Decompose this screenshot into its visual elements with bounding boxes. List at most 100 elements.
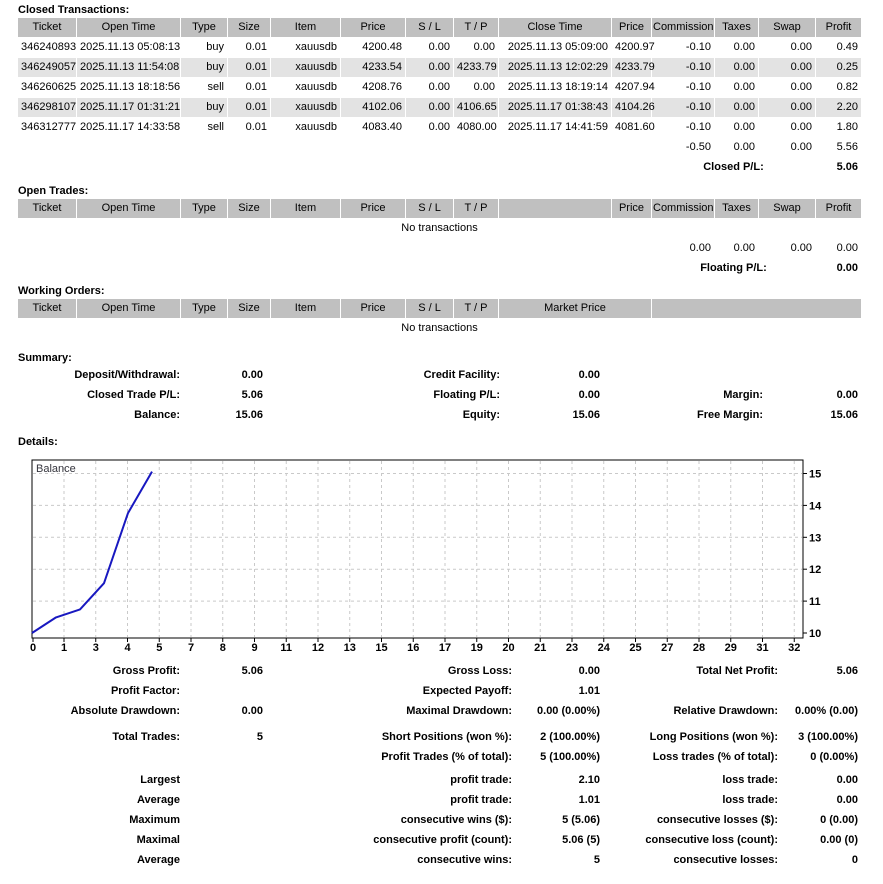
stat-label: Expected Payoff: bbox=[422, 685, 512, 697]
stat-value: 5 (100.00%) bbox=[540, 751, 600, 763]
summary-title: Summary: bbox=[18, 352, 72, 364]
table-cell: -0.10 bbox=[652, 78, 714, 97]
x-tick-label: 16 bbox=[407, 642, 419, 654]
table-cell: 2025.11.17 14:33:58 bbox=[77, 118, 180, 137]
stat-value: 1.01 bbox=[578, 794, 600, 806]
table-cell: 4083.40 bbox=[341, 118, 405, 137]
stat-value: 0.00 bbox=[578, 665, 600, 677]
y-tick-label: 11 bbox=[809, 596, 821, 608]
stat-label: Short Positions (won %): bbox=[381, 731, 512, 743]
table-cell: 0.82 bbox=[816, 78, 861, 97]
stat-label: Free Margin: bbox=[696, 409, 763, 421]
table-row: Maximal consecutive profit (count): 5.06 (… bbox=[18, 830, 858, 850]
chart-legend-label: Balance bbox=[36, 463, 76, 475]
stat-value bbox=[180, 830, 263, 850]
table-cell: 4207.94 bbox=[612, 78, 655, 97]
table-cell: 2025.11.13 05:09:00 bbox=[499, 38, 611, 57]
stat-label: consecutive profit (count): bbox=[373, 834, 512, 846]
table-row: 346249057 2025.11.13 11:54:08 buy 0.01 xauus… bbox=[18, 58, 861, 77]
table-header-cell: T / P bbox=[454, 299, 498, 318]
table-cell: xauusdb bbox=[271, 38, 340, 57]
table-cell: 0.00 bbox=[715, 78, 758, 97]
x-tick-label: 29 bbox=[725, 642, 737, 654]
x-tick-label: 31 bbox=[756, 642, 768, 654]
x-tick-label: 25 bbox=[629, 642, 641, 654]
details-stats-table-2: Total Trades: 5 Short Positions (won %): 2 … bbox=[18, 727, 858, 767]
details-stats-table-1: Gross Profit: 5.06 Gross Loss: 0.00 Total Ne… bbox=[18, 661, 858, 721]
table-cell: 2025.11.17 01:31:21 bbox=[77, 98, 180, 117]
table-header-cell: Commission bbox=[652, 18, 714, 37]
table-header-cell: Open Time bbox=[77, 299, 180, 318]
stat-label bbox=[18, 747, 180, 767]
x-tick-label: 17 bbox=[439, 642, 451, 654]
totals-cell: 0.00 bbox=[715, 239, 758, 258]
totals-cell: -0.50 bbox=[652, 138, 714, 157]
stat-value: 0 (0.00) bbox=[820, 814, 858, 826]
table-row: 346312777 2025.11.17 14:33:58 sell 0.01 xauu… bbox=[18, 118, 861, 137]
no-transactions-text: No transactions bbox=[18, 319, 861, 338]
table-header-cell: T / P bbox=[454, 18, 498, 37]
no-transactions-text: No transactions bbox=[18, 219, 861, 238]
table-row: 0.00 0.00 0.00 0.00 bbox=[18, 239, 861, 258]
table-header-cell: S / L bbox=[406, 299, 453, 318]
table-row: Balance: 15.06 Equity: 15.06 Free Margin: 15.… bbox=[18, 405, 858, 425]
table-cell: 346240893 bbox=[18, 38, 76, 57]
table-cell: 0.00 bbox=[759, 38, 815, 57]
table-cell: 0.00 bbox=[715, 38, 758, 57]
table-cell: 4102.06 bbox=[341, 98, 405, 117]
stat-label: Average bbox=[136, 854, 180, 866]
table-row: Average profit trade: 1.01 loss trade: 0.00 bbox=[18, 790, 858, 810]
y-tick-label: 14 bbox=[809, 500, 822, 512]
stat-value: 15.06 bbox=[572, 409, 600, 421]
table-header-cell: Ticket bbox=[18, 18, 76, 37]
table-header-cell: Close Time bbox=[499, 18, 611, 37]
stat-label: Profit Factor: bbox=[110, 685, 180, 697]
stat-label: consecutive wins: bbox=[417, 854, 512, 866]
stat-label: loss trade: bbox=[722, 774, 778, 786]
table-cell: 0.01 bbox=[228, 38, 270, 57]
table-header-cell: Profit bbox=[816, 18, 861, 37]
table-cell: 4106.65 bbox=[454, 98, 498, 117]
totals-cell: 0.00 bbox=[652, 239, 714, 258]
table-cell: xauusdb bbox=[271, 118, 340, 137]
table-header-cell: Market Price bbox=[499, 299, 651, 318]
table-cell: 0.49 bbox=[816, 38, 861, 57]
x-tick-label: 0 bbox=[30, 642, 36, 654]
floating-pl-value: 0.00 bbox=[816, 259, 861, 278]
table-header-cell bbox=[652, 299, 861, 318]
balance-chart-container: 10 11 12 13 14 15 0 1 3 4 5 7 8 9 11 12 13 15 16 17 19 20 21 23… bbox=[0, 455, 883, 655]
stat-label: Margin: bbox=[723, 389, 763, 401]
table-header-cell: Price bbox=[612, 199, 651, 218]
table-cell: 4080.00 bbox=[454, 118, 498, 137]
stat-label: Absolute Drawdown: bbox=[70, 705, 180, 717]
details-title: Details: bbox=[18, 436, 58, 448]
table-cell: xauusdb bbox=[271, 98, 340, 117]
open-trades-title: Open Trades: bbox=[18, 185, 89, 197]
table-header-cell: Type bbox=[181, 199, 227, 218]
table-row: Average consecutive wins: 5 consecutive los… bbox=[18, 850, 858, 870]
table-row: Total Trades: 5 Short Positions (won %): 2 … bbox=[18, 727, 858, 747]
stat-label: Balance: bbox=[134, 409, 180, 421]
stat-value bbox=[763, 365, 858, 385]
table-header-cell: Swap bbox=[759, 199, 815, 218]
stat-value: 0.00 bbox=[836, 774, 858, 786]
table-row: Floating P/L: 0.00 bbox=[18, 259, 861, 278]
table-cell: 4233.79 bbox=[612, 58, 655, 77]
table-cell bbox=[18, 239, 651, 258]
stat-value: 15.06 bbox=[830, 409, 858, 421]
x-tick-label: 21 bbox=[534, 642, 546, 654]
y-tick-label: 15 bbox=[809, 469, 821, 481]
totals-cell: 0.00 bbox=[715, 138, 758, 157]
table-header-cell: Size bbox=[228, 18, 270, 37]
table-row: Closed Trade P/L: 5.06 Floating P/L: 0.00 Ma… bbox=[18, 385, 858, 405]
table-cell: 0.00 bbox=[406, 58, 453, 77]
table-cell: 4233.54 bbox=[341, 58, 405, 77]
totals-cell: 0.00 bbox=[759, 239, 815, 258]
x-tick-label: 12 bbox=[312, 642, 324, 654]
stat-label: consecutive wins ($): bbox=[400, 814, 512, 826]
table-cell bbox=[18, 259, 651, 278]
table-cell: 0.00 bbox=[454, 38, 498, 57]
